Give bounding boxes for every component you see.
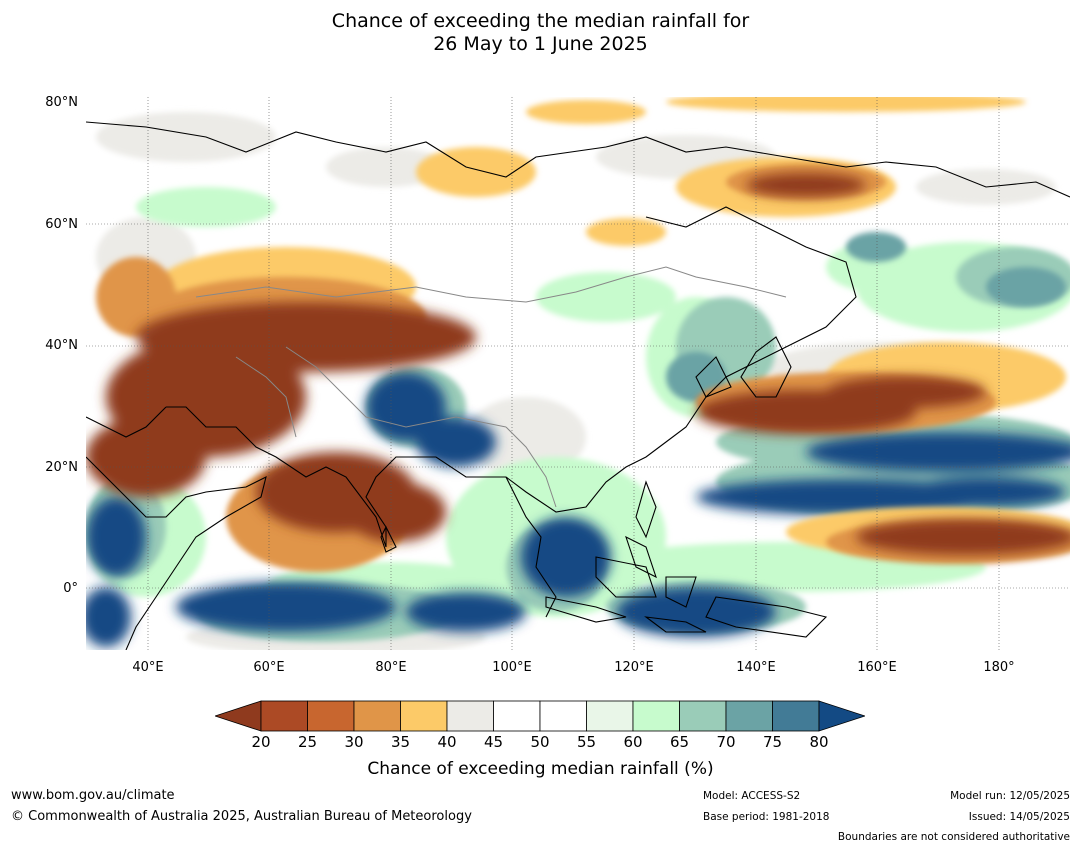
lon-label-60e: 60°E [253,660,285,675]
lon-label-140e: 140°E [736,660,776,675]
colorbar-bin [307,700,355,732]
coastlines [86,121,1070,650]
colorbar-tick-label: 40 [437,733,457,751]
lon-label-80e: 80°E [375,660,407,675]
website-link[interactable]: www.bom.gov.au/climate [11,788,175,803]
borders [195,266,787,508]
colorbar-title: Chance of exceeding median rainfall (%) [367,759,714,779]
colorbar-bin [632,700,680,732]
colorbar-tick-label: 35 [390,733,411,751]
colorbar-tick-label: 20 [251,733,271,751]
model-text: Model: ACCESS-S2 [703,790,801,802]
issued-text: Issued: 14/05/2025 [968,811,1070,823]
colorbar-tick-label: 30 [344,733,364,751]
colorbar-bin [446,700,494,732]
colorbar-bin [353,700,401,732]
disclaimer-text: Boundaries are not considered authoritat… [837,831,1070,843]
lat-label-80n: 80°N [45,95,78,110]
colorbar-bin [539,700,587,732]
title-line-1: Chance of exceeding the median rainfall … [331,10,750,32]
map-title: Chance of exceeding the median rainfall … [0,10,1081,56]
colorbar-tick-label: 45 [483,733,504,751]
lon-label-180: 180° [983,660,1015,675]
colorbar-bin [772,700,820,732]
colorbar-tick-label: 60 [623,733,643,751]
copyright-text: © Commonwealth of Australia 2025, Austra… [11,809,472,824]
colorbar-tick-label: 50 [530,733,550,751]
graticule [86,97,1070,650]
colorbar-bin [493,700,541,732]
colorbar-bin [679,700,727,732]
colorbar-tick-label: 75 [762,733,783,751]
colorbar-arrow-high [818,700,865,732]
colorbar-tick-label: 65 [669,733,690,751]
colorbar [215,700,865,732]
colorbar-bin [260,700,308,732]
rainfall-map [86,97,1070,650]
lon-label-160e: 160°E [857,660,897,675]
colorbar-tick-label: 25 [297,733,318,751]
base-period-text: Base period: 1981-2018 [703,811,830,823]
lat-label-20n: 20°N [45,460,78,475]
colorbar-bin [400,700,448,732]
lon-label-100e: 100°E [492,660,532,675]
colorbar-bin [586,700,634,732]
colorbar-tick-label: 80 [809,733,829,751]
lon-label-120e: 120°E [614,660,654,675]
lat-label-40n: 40°N [45,338,78,353]
lat-label-60n: 60°N [45,217,78,232]
title-line-2: 26 May to 1 June 2025 [433,33,648,55]
lon-label-40e: 40°E [132,660,164,675]
colorbar-bin [725,700,773,732]
colorbar-arrow-low [215,700,262,732]
wetter-patches [86,372,1070,647]
model-run-text: Model run: 12/05/2025 [950,790,1070,802]
lat-label-0: 0° [63,581,78,596]
colorbar-tick-label: 55 [576,733,597,751]
colorbar-tick-label: 70 [716,733,736,751]
